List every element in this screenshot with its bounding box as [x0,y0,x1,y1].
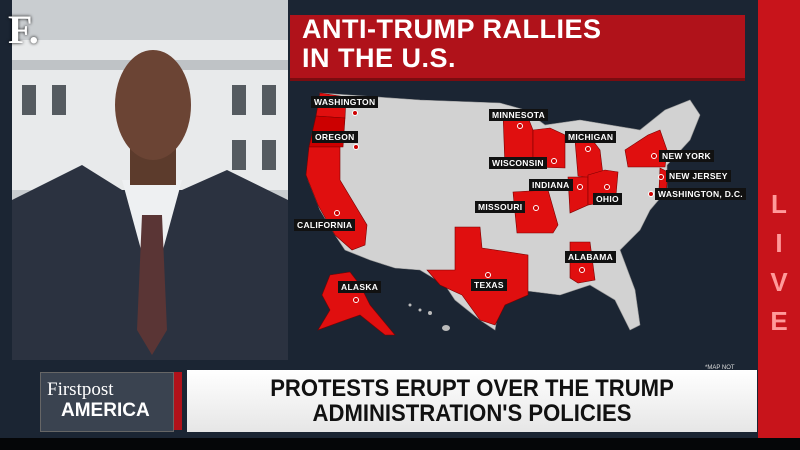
label-wisconsin: WISCONSIN [489,157,547,169]
pin-icon [579,267,585,273]
label-michigan: MICHIGAN [565,131,617,143]
label-alaska: ALASKA [338,281,382,293]
map-note: *MAP NOT [705,365,735,371]
map-title: ANTI-TRUMP RALLIES IN THE U.S. [290,15,745,81]
label-texas: TEXAS [471,279,507,291]
pin-icon [651,153,657,159]
bottom-bar [0,438,800,450]
pin-icon [353,297,359,303]
pin-icon [577,184,583,190]
label-alabama: ALABAMA [565,251,617,263]
pin-icon [604,184,610,190]
brand-accent [174,372,182,430]
label-washington-dc: WASHINGTON, D.C. [655,188,746,200]
label-minnesota: MINNESOTA [489,109,549,121]
pin-icon [551,158,557,164]
label-ohio: OHIO [593,193,622,205]
live-strip [758,0,800,450]
pin-icon [353,144,359,150]
label-new-jersey: NEW JERSEY [666,170,731,182]
label-california: CALIFORNIA [294,219,356,231]
pin-icon [648,191,654,197]
label-indiana: INDIANA [529,179,573,191]
pin-icon [485,272,491,278]
pin-icon [658,174,664,180]
headline-banner: PROTESTS ERUPT OVER THE TRUMP ADMINISTRA… [187,370,757,432]
pin-icon [517,123,523,129]
hawaii [408,303,450,331]
presenter-image [12,0,288,360]
pin-icon [585,146,591,152]
label-oregon: OREGON [312,131,358,143]
label-washington: WASHINGTON [311,96,379,108]
state-texas [426,226,529,326]
pin-icon [352,110,358,116]
pin-icon [533,205,539,211]
presenter-video [12,0,288,360]
pin-icon [334,210,340,216]
program-brand: Firstpost AMERICA [40,372,174,432]
channel-logo: F. [8,7,39,52]
label-new-york: NEW YORK [659,150,714,162]
label-missouri: MISSOURI [475,201,526,213]
